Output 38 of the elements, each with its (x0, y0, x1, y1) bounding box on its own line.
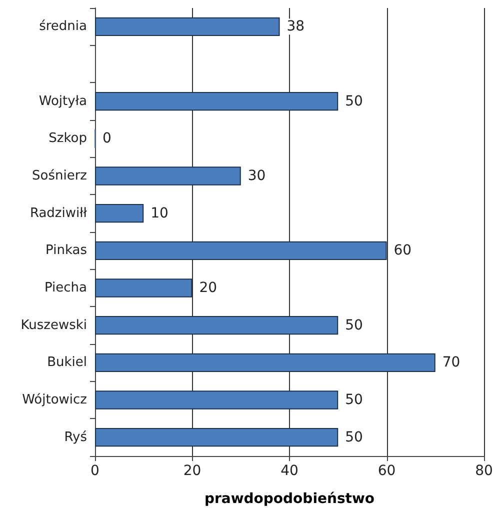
x-tick-label: 80 (475, 463, 493, 479)
y-tick-label: Kuszewski (20, 318, 87, 333)
data-label: 10 (150, 205, 168, 222)
y-tick-label: Szkop (48, 131, 87, 146)
y-tick-label: Sośnierz (32, 168, 88, 184)
data-label: 0 (102, 130, 112, 147)
y-tick-label: Piecha (44, 280, 87, 296)
y-tick-label: Wójtowicz (22, 392, 88, 408)
bar (95, 428, 338, 447)
bar (95, 17, 280, 36)
x-tick-label: 20 (183, 463, 202, 479)
data-label: 70 (442, 354, 460, 371)
data-label: 38 (286, 18, 305, 35)
data-label: 60 (394, 242, 412, 259)
y-tick-label: Pinkas (46, 243, 88, 258)
y-tick-label: Radziwiłł (30, 206, 88, 221)
y-tick-label: Ryś (64, 430, 88, 445)
data-label: 50 (345, 392, 363, 408)
x-tick-label: 60 (378, 463, 396, 479)
bar (95, 241, 387, 260)
y-tick-label: średnia (39, 19, 87, 34)
bar (95, 92, 338, 111)
data-label: 50 (345, 429, 363, 446)
data-label: 50 (345, 317, 363, 334)
x-tick-label: 40 (280, 463, 298, 479)
x-axis-title: prawdopodobieństwo (204, 491, 375, 507)
bar (95, 166, 241, 186)
bar (95, 278, 192, 298)
bar (95, 390, 338, 410)
x-tick-label: 0 (90, 463, 100, 479)
data-label: 30 (248, 168, 266, 184)
bar (95, 353, 436, 372)
bar (95, 204, 144, 223)
bar (95, 316, 338, 335)
y-tick-label: Wojtyła (38, 94, 87, 109)
data-label: 50 (345, 93, 363, 110)
y-tick-label: Bukiel (47, 355, 87, 370)
data-label: 20 (199, 280, 218, 296)
